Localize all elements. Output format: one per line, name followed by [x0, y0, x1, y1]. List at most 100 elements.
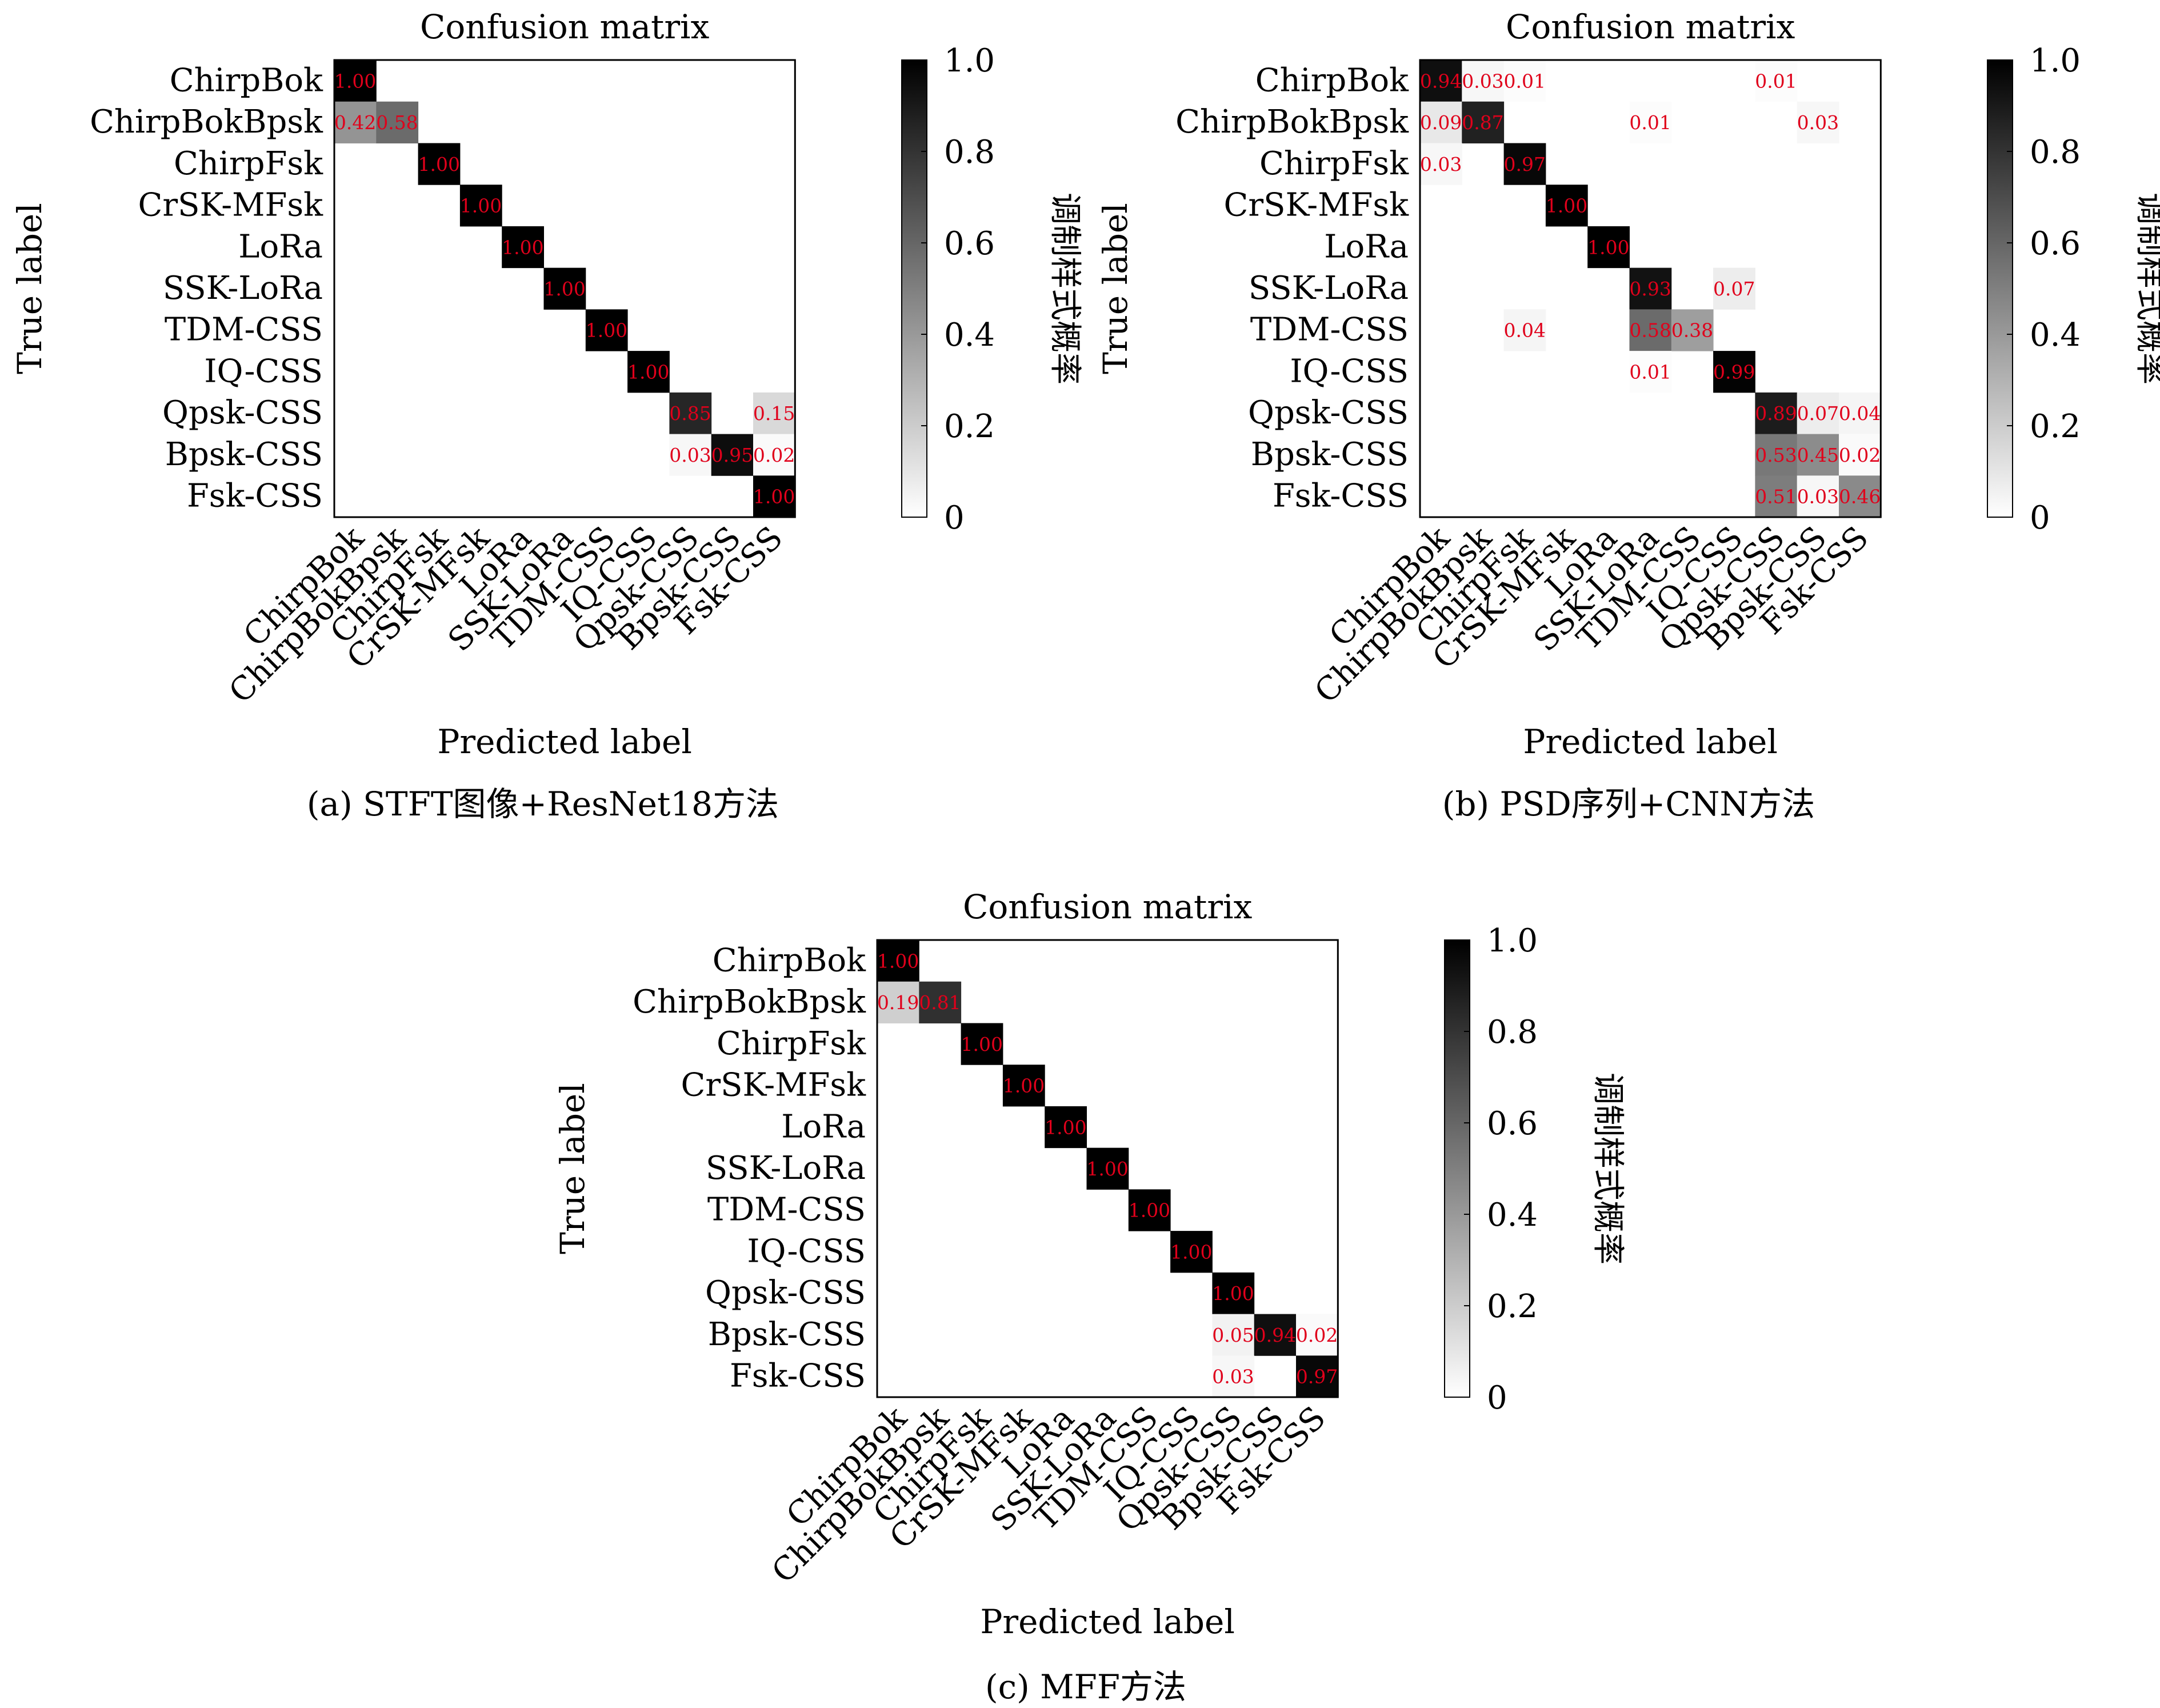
matrix-cell [418, 143, 461, 185]
cell-value-label: 0.09 [1420, 111, 1462, 134]
cell-value-label: 0.01 [1629, 361, 1671, 383]
matrix-cell [1420, 60, 1462, 102]
cell-value-label: 0.51 [1755, 486, 1797, 508]
y-tick-label: Qpsk-CSS [1248, 394, 1409, 431]
matrix-cell [1296, 1314, 1338, 1356]
cell-value-label: 0.97 [1296, 1366, 1338, 1388]
matrix-cell [1420, 101, 1462, 143]
matrix-cell [877, 981, 919, 1023]
matrix-cell [1503, 309, 1546, 351]
colorbar [1444, 939, 1470, 1398]
matrix-cell [1128, 1189, 1171, 1231]
cell-value-label: 1.00 [961, 1033, 1003, 1055]
matrix-cell [543, 267, 586, 310]
cell-value-label: 0.46 [1839, 486, 1881, 508]
colorbar-tick-label: 0 [944, 499, 965, 537]
y-tick-label: IQ-CSS [1290, 353, 1409, 390]
chart-title: Confusion matrix [1506, 7, 1795, 46]
y-axis-label: True label [1096, 203, 1135, 374]
cells-group: 1.000.42 0.581.001.001.001.001.001.000.85… [334, 60, 795, 518]
matrix-cell [1629, 101, 1672, 143]
cell-value-label: 1.00 [877, 950, 919, 972]
y-tick-label: SSK-LoRa [163, 270, 323, 307]
plot-frame [333, 59, 796, 518]
colorbar-tick-label: 1.0 [1487, 922, 1538, 959]
caption-b: (b) PSD序列+CNN方法 [1442, 785, 1815, 823]
matrix-cell [1170, 1231, 1213, 1273]
cell-value-label: 0.38 [1671, 319, 1713, 342]
colorbar-tick-label: 0.2 [1487, 1288, 1538, 1325]
y-tick-label: LoRa [1324, 228, 1409, 265]
cell-value-label: 0.87 [1462, 111, 1503, 134]
matrix-cell [627, 351, 670, 393]
matrix-cell [961, 1023, 1003, 1065]
cell-value-label: 0.19 [877, 991, 919, 1014]
cell-value-label: 1.00 [1587, 236, 1629, 258]
cell-value-label: 0.03 [669, 444, 711, 466]
matrix-cell [1629, 267, 1672, 310]
y-tick-label: ChirpFsk [1259, 145, 1409, 182]
cell-value-label: 1.00 [627, 361, 669, 383]
colorbar-tick-label: 0 [2030, 499, 2050, 537]
cell-value-label: 0.94 [1254, 1324, 1296, 1346]
cell-value-label: 1.00 [1212, 1282, 1254, 1305]
matrix-cell [669, 434, 712, 476]
cell-value-label: 0.85 [669, 402, 711, 425]
y-tick-label: CrSK-MFsk [681, 1067, 866, 1104]
y-tick-label: Qpsk-CSS [162, 394, 323, 431]
colorbar-tick-label: 0.4 [2030, 317, 2081, 354]
cell-value-label: 0.95 [711, 444, 753, 466]
y-axis-label: True label [553, 1083, 592, 1254]
cell-value-label: 1.00 [1129, 1199, 1170, 1222]
colorbar-tick-label: 1.0 [944, 42, 995, 79]
matrix-cell [1713, 267, 1755, 310]
matrix-cell [669, 392, 712, 435]
matrix-cell [334, 60, 377, 102]
x-axis-label: Predicted label [980, 1602, 1235, 1641]
cell-value-label: 1.00 [460, 195, 502, 217]
x-axis-label: Predicted label [1523, 722, 1778, 761]
y-tick-label: Bpsk-CSS [165, 436, 323, 473]
colorbar [901, 59, 927, 518]
matrix-cell [1254, 1314, 1297, 1356]
matrix-cell [1545, 185, 1588, 227]
colorbar-tick-label: 1.0 [2030, 42, 2081, 79]
matrix-cell [1755, 434, 1798, 476]
cell-value-label: 0.15 [753, 402, 795, 425]
caption-a: (a) STFT图像+ResNet18方法 [306, 785, 779, 823]
cell-value-label: 0.02 [1296, 1324, 1338, 1346]
colorbar-tick-label: 0.6 [2030, 225, 2081, 262]
cell-value-label: 0.03 [1797, 486, 1839, 508]
cell-value-label: 0.97 [1504, 153, 1546, 175]
cell-value-label: 0.03 [1797, 111, 1839, 134]
confusion-matrix-panel-c: Confusion matrix 1.00 0.19 0.81 1.00 1.00 1.00… [543, 880, 1629, 1646]
cell-value-label: 0.07 [1797, 402, 1839, 425]
plot-frame [1419, 59, 1882, 518]
y-tick-label: LoRa [238, 228, 323, 265]
y-tick-label: LoRa [781, 1108, 866, 1145]
y-tick-label: Bpsk-CSS [1251, 436, 1409, 473]
cell-value-label: 0.02 [1839, 444, 1881, 466]
matrix-cell [1002, 1065, 1045, 1107]
y-tick-label: ChirpBokBpsk [633, 983, 866, 1021]
matrix-cell [1839, 434, 1881, 476]
colorbar-tick-label: 0.6 [944, 225, 995, 262]
y-tick-label: CrSK-MFsk [138, 187, 323, 224]
y-tick-label: ChirpBok [170, 62, 323, 99]
cell-value-label: 0.03 [1462, 70, 1503, 92]
y-axis-label: True label [10, 203, 49, 374]
y-tick-label: ChirpBok [1255, 62, 1409, 99]
colorbar-tick-label: 0.6 [1487, 1105, 1538, 1142]
cells-group: 0.94 0.03 0.01 0.010.09 0.87 0.01 0.030.03 0.97… [1420, 60, 1881, 518]
matrix-cell [1086, 1147, 1129, 1190]
y-tick-label: SSK-LoRa [1249, 270, 1409, 307]
confusion-matrix-panel-b: Confusion matrix 0.94 0.03 0.01 0.01 0.09 0.87… [1086, 0, 2160, 766]
cell-value-label: 0.01 [1629, 111, 1671, 134]
matrix-cell [585, 309, 628, 351]
matrix-cell [1212, 1314, 1255, 1356]
y-tick-label: ChirpBok [713, 942, 866, 979]
matrix-cell [753, 392, 795, 435]
matrix-cell [459, 185, 502, 227]
